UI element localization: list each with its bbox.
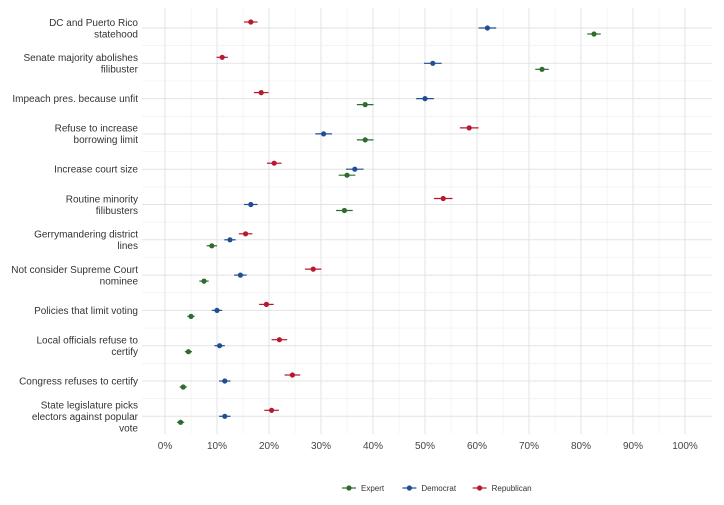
x-tick-label: 30% [311, 441, 331, 452]
category-label: Policies that limit voting [34, 306, 138, 317]
data-point [484, 25, 490, 31]
data-point [209, 243, 215, 249]
category-label: DC and Puerto Rico [49, 18, 138, 29]
category-label: statehood [94, 29, 138, 40]
x-tick-label: 10% [207, 441, 227, 452]
data-point [310, 266, 316, 272]
data-point [219, 54, 225, 60]
data-points [176, 19, 601, 425]
category-label: nominee [100, 276, 139, 287]
data-point [237, 272, 243, 278]
category-label: vote [119, 423, 138, 434]
category-label: Refuse to increase [55, 124, 139, 135]
data-point [430, 60, 436, 66]
data-point [276, 337, 282, 343]
data-point [222, 413, 228, 419]
data-point [214, 307, 220, 313]
category-label: Congress refuses to certify [19, 377, 138, 388]
category-label: Routine minority [66, 194, 138, 205]
legend-key-dot [477, 485, 483, 491]
x-tick-label: 50% [415, 441, 435, 452]
x-tick-label: 100% [672, 441, 698, 452]
x-tick-label: 0% [158, 441, 173, 452]
legend-label: Expert [361, 484, 385, 493]
category-label: Impeach pres. because unfit [12, 94, 138, 105]
data-point [248, 201, 254, 208]
data-point [289, 372, 295, 378]
data-point [321, 131, 327, 137]
data-point [344, 172, 350, 178]
category-label: Gerrymandering district [34, 230, 138, 241]
legend: Expert Democrat Republican [342, 484, 532, 493]
data-point [341, 207, 347, 214]
data-point [271, 160, 277, 166]
data-point [248, 19, 254, 25]
category-label: State legislature picks [41, 400, 138, 411]
x-tick-label: 80% [571, 441, 591, 452]
legend-label: Democrat [421, 484, 456, 493]
category-label: filibuster [101, 65, 139, 76]
category-label: Senate majority abolishes [23, 53, 138, 64]
category-label: Local officials refuse to [36, 335, 138, 346]
data-point [227, 237, 233, 243]
category-label: Increase court size [54, 165, 138, 176]
x-axis-labels: 0% 10% 20% 30% 40% 50% 60% 70% 80% 90% 100% [158, 441, 698, 452]
data-point [188, 313, 194, 319]
grid [142, 8, 712, 434]
legend-key-dot [406, 485, 412, 491]
x-tick-label: 60% [467, 441, 487, 452]
data-point [243, 231, 249, 237]
legend-label: Republican [492, 484, 532, 493]
data-point [539, 66, 545, 72]
data-point [440, 195, 446, 202]
x-tick-label: 20% [259, 441, 279, 452]
x-tick-label: 90% [623, 441, 643, 452]
data-point [258, 90, 264, 96]
data-point [180, 384, 186, 390]
category-label: borrowing limit [74, 135, 139, 146]
category-label: certify [111, 347, 138, 358]
data-point [269, 407, 275, 413]
category-label: Not consider Supreme Court [11, 265, 138, 276]
data-point [178, 419, 184, 425]
data-point [222, 378, 228, 384]
x-tick-label: 40% [363, 441, 383, 452]
data-point [201, 278, 207, 284]
legend-key-dot [346, 485, 352, 491]
data-point [362, 137, 368, 143]
data-point [217, 343, 223, 349]
data-point [591, 31, 597, 37]
data-point [466, 125, 472, 131]
x-tick-label: 70% [519, 441, 539, 452]
category-label: filibusters [96, 206, 138, 217]
data-point [185, 349, 191, 355]
data-point [362, 102, 368, 108]
category-label: lines [117, 241, 138, 252]
data-point [352, 166, 358, 172]
data-point [422, 96, 428, 102]
category-label: electors against popular [32, 412, 139, 423]
data-point [263, 301, 269, 307]
